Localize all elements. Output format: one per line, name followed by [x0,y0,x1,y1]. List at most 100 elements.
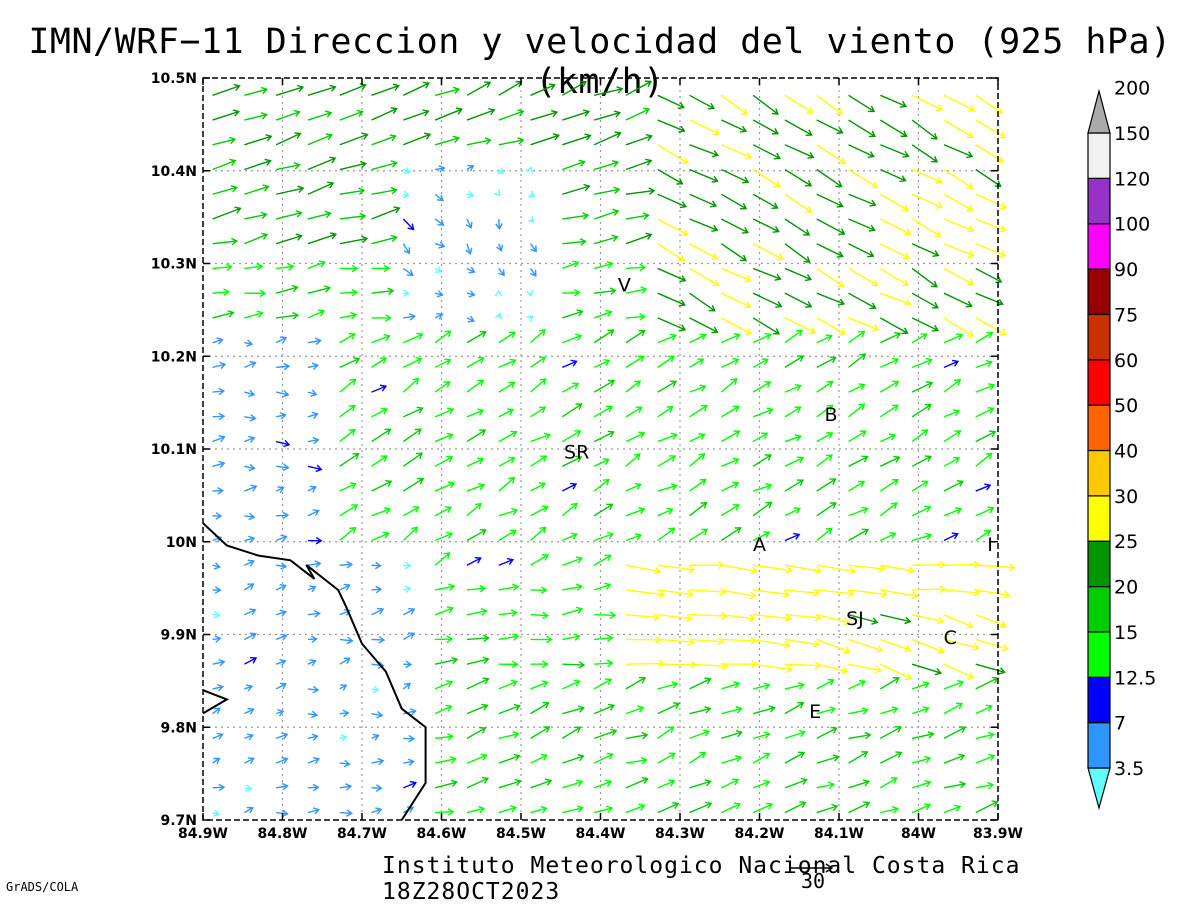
wind-vector [594,209,618,219]
wind-vector [531,111,557,121]
wind-vector [531,357,546,367]
wind-vector [372,481,392,491]
wind-vector [626,508,644,516]
wind-vector [721,615,755,622]
wind-vector [690,562,724,568]
wind-vector [435,242,444,248]
wind-vector [213,289,229,295]
wind-vector [817,244,843,257]
wind-vector [753,780,769,787]
wind-vector [435,780,457,788]
wind-vector [976,705,992,713]
wind-vector [690,589,726,595]
wind-vector [403,609,414,615]
wind-vector [880,778,896,788]
wind-vector [594,504,612,515]
wind-vector [880,639,910,651]
wind-vector [785,194,811,212]
wind-vector [308,157,335,169]
wind-vector [499,680,517,688]
wind-vector [690,613,727,619]
wind-vector [340,110,363,120]
wind-vector [372,808,382,814]
wind-vector [658,703,679,714]
wind-vector [690,334,706,342]
wind-vector [531,433,550,441]
wind-vector [785,268,811,280]
wind-vector [912,268,937,286]
wind-vector [594,704,614,713]
wind-vector [626,233,651,243]
wind-vector [849,431,866,441]
wind-vector [495,314,501,320]
wind-vector [626,314,645,320]
wind-vector [562,404,581,417]
wind-vector [435,705,451,713]
wind-vector [849,268,878,285]
colorbar-segment [1088,178,1110,223]
wind-vector [562,557,582,565]
wind-vector [690,752,706,763]
wind-vector [817,755,839,763]
wind-vector [562,360,576,367]
wind-vector [244,584,253,590]
wind-vector [658,803,678,813]
wind-vector [594,187,619,194]
wind-vector [721,458,738,466]
wind-vector [626,706,643,713]
wind-vector [626,534,641,541]
wind-vector [276,733,287,739]
wind-vector [467,267,475,273]
wind-vector [849,384,865,392]
wind-vector [658,528,675,540]
wind-vector [403,661,411,667]
wind-vector [499,138,524,145]
wind-vector [880,434,895,441]
wind-vector [499,383,515,393]
wind-vector [372,161,397,170]
wind-vector [721,406,738,417]
wind-vector [308,734,318,740]
wind-vector [340,454,359,467]
wind-vector [626,407,642,417]
wind-vector [912,120,937,139]
wind-vector [435,584,454,590]
wind-vector [976,590,1010,598]
colorbar-label: 200 [1114,78,1150,100]
wind-vector [340,637,353,643]
wind-vector [372,734,379,740]
wind-vector [308,660,316,666]
wind-vector [626,159,651,169]
colorbar-label: 12.5 [1114,667,1156,689]
lat-tick-label: 9.8N [160,720,197,736]
wind-vector [435,166,444,172]
wind-vector [658,780,675,788]
wind-vector [372,358,386,367]
wind-vector [594,360,609,368]
wind-vector [494,189,500,195]
wind-vector [435,482,454,491]
wind-vector [690,120,719,135]
wind-vector [372,711,383,717]
wind-vector [690,434,705,442]
wind-vector [626,356,644,367]
wind-vector [721,682,739,689]
wind-vector [912,430,927,441]
wind-vector [276,285,297,293]
wind-vector [340,658,350,664]
wind-vector [562,290,579,296]
wind-vector [880,318,907,334]
wind-vector [944,431,960,442]
wind-vector [562,81,586,95]
wind-vector [658,508,673,515]
wind-vector [435,136,459,144]
wind-vector [658,194,686,207]
wind-vector [403,562,410,568]
wind-vector [817,565,855,574]
wind-vector [817,590,853,597]
wind-vector [340,379,356,392]
wind-vector [753,615,790,622]
colorbar-end-low [1088,768,1110,808]
wind-vector [817,639,850,653]
wind-vector [912,95,942,110]
